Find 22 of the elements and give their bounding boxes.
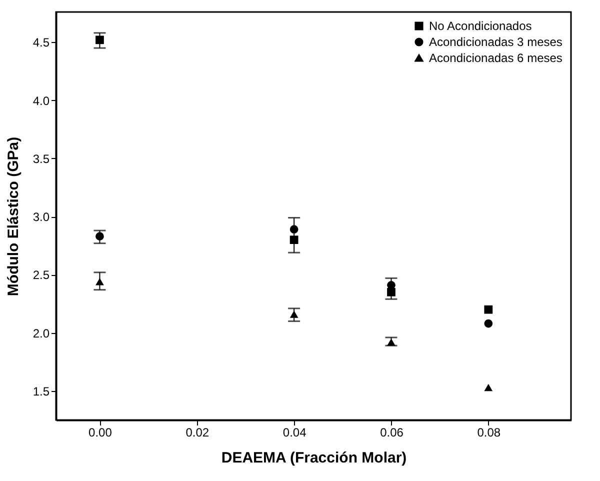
y-tick-label: 4.0: [32, 94, 50, 108]
y-tick-label: 1.5: [32, 384, 50, 398]
y-axis-title: Módulo Elástico (GPa): [4, 136, 22, 296]
point: [96, 36, 104, 44]
point: [484, 305, 493, 314]
y-tick-label: 3.5: [32, 152, 50, 166]
x-axis-title: DEAEMA (Fracción Molar): [221, 450, 407, 466]
point: [484, 384, 493, 392]
y-tick-label: 2.5: [32, 268, 50, 282]
x-tick-label: 0.04: [282, 426, 307, 440]
point: [290, 236, 298, 244]
x-tick-label: 0.02: [186, 426, 210, 440]
y-tick-label: 2.0: [32, 326, 50, 340]
x-tick-label: 0.06: [380, 426, 404, 440]
x-tick-label: 0.00: [88, 426, 112, 440]
legend-label: Acondicionadas 6 meses: [429, 51, 562, 65]
y-tick-label: 3.0: [32, 210, 50, 224]
x-tick-label: 0.08: [477, 426, 501, 440]
legend-label: No Acondicionados: [429, 19, 532, 33]
point: [484, 319, 493, 328]
legend-label: Acondicionadas 3 meses: [429, 35, 562, 49]
y-tick-label: 4.5: [32, 36, 50, 50]
